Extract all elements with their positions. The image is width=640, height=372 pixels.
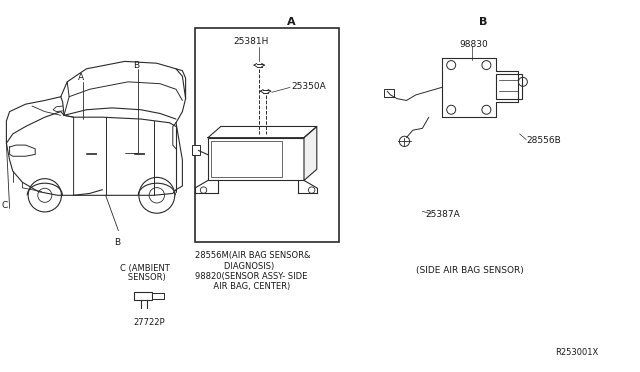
- Polygon shape: [442, 58, 518, 117]
- Text: 28556B: 28556B: [527, 136, 561, 145]
- Text: AIR BAG, CENTER): AIR BAG, CENTER): [195, 282, 291, 291]
- Bar: [152, 293, 164, 299]
- Text: 98820(SENSOR ASSY- SIDE: 98820(SENSOR ASSY- SIDE: [195, 272, 308, 280]
- Bar: [384, 89, 394, 97]
- Text: 25381H: 25381H: [234, 37, 269, 46]
- Text: C: C: [1, 201, 8, 210]
- Text: 28556M(AIR BAG SENSOR&: 28556M(AIR BAG SENSOR&: [195, 251, 310, 260]
- Text: B: B: [133, 61, 140, 70]
- Text: B: B: [114, 238, 120, 247]
- Bar: [134, 292, 152, 300]
- Polygon shape: [208, 126, 317, 138]
- Text: A: A: [78, 73, 84, 81]
- Text: SENSOR): SENSOR): [120, 273, 166, 282]
- Text: R253001X: R253001X: [556, 348, 599, 357]
- Text: 27722P: 27722P: [133, 318, 164, 327]
- Text: (SIDE AIR BAG SENSOR): (SIDE AIR BAG SENSOR): [416, 266, 524, 275]
- Text: 25387A: 25387A: [426, 210, 460, 219]
- Text: B: B: [479, 17, 488, 27]
- Text: 98830: 98830: [460, 40, 488, 49]
- Bar: [208, 138, 304, 180]
- Text: 25350A: 25350A: [291, 82, 326, 91]
- Bar: [211, 141, 282, 177]
- Text: C (AMBIENT: C (AMBIENT: [120, 264, 170, 273]
- Text: A: A: [287, 17, 296, 27]
- Polygon shape: [304, 126, 317, 180]
- Text: DIAGNOSIS): DIAGNOSIS): [195, 262, 275, 271]
- Bar: [192, 145, 200, 155]
- Bar: [195, 28, 339, 242]
- Bar: [496, 74, 522, 99]
